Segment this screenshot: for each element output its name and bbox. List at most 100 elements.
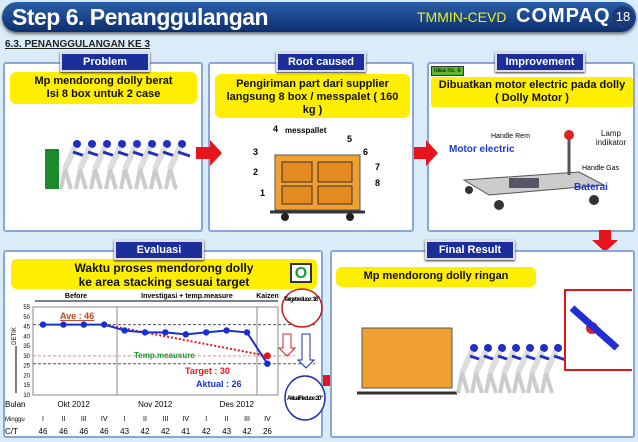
y-tick-label: 25	[23, 364, 30, 370]
root-line1: Pengiriman part dari supplier	[236, 78, 389, 90]
box-number: 4	[273, 124, 278, 134]
problem-panel: Mp mendorong dolly berat Isi 8 box untuk …	[3, 62, 203, 232]
final-result-text: Mp mendorong dolly ringan	[336, 267, 536, 287]
week-label: II	[143, 416, 147, 423]
box-number: 8	[375, 178, 380, 188]
week-label: IV	[101, 416, 108, 423]
problem-line1: Mp mendorong dolly berat	[34, 75, 173, 87]
ct-data-point	[182, 331, 189, 338]
y-tick-label: 35	[23, 344, 30, 350]
week-label: I	[42, 416, 44, 423]
improvement-text: Dibuatkan motor electric pada dolly( Dol…	[431, 77, 633, 107]
worker-figure	[164, 140, 191, 190]
week-label: IV	[182, 416, 189, 423]
week-label: II	[61, 416, 65, 423]
org-label: TMMIN-CEVD	[417, 9, 507, 25]
box-number: 7	[375, 162, 380, 172]
ct-value-label: 26	[263, 427, 272, 436]
judgement-badge: O	[290, 263, 312, 283]
ct-value-label: 42	[202, 427, 211, 436]
ct-data-point	[60, 321, 67, 328]
y-axis-label: DETIK	[12, 327, 18, 345]
root-cause-tag: Root caused	[276, 52, 366, 72]
worker-figure	[540, 344, 567, 394]
problem-text: Mp mendorong dolly berat Isi 8 box untuk …	[10, 72, 197, 104]
final-result-tag: Final Result	[425, 240, 515, 260]
worker-figure	[104, 140, 131, 190]
reduce-arrow-icon	[296, 333, 316, 369]
week-label: III	[162, 416, 168, 423]
messpallet-label: messpallet	[285, 126, 327, 135]
problem-tag: Problem	[60, 52, 150, 72]
root-line3: kg )	[302, 104, 323, 116]
target-reduce-callout	[281, 288, 323, 328]
evaluasi-line2: ke area stacking sesuai target	[78, 275, 250, 289]
improvement-panel: Idea no. 6 Dibuatkan motor electric pada…	[427, 62, 635, 232]
aktual-reduce-callout	[284, 375, 326, 421]
week-label: I	[205, 416, 207, 423]
evaluasi-tag: Evaluasi	[114, 240, 204, 260]
box-number: 2	[253, 167, 258, 177]
y-tick-label: 50	[23, 315, 30, 321]
row-label: C/T	[5, 427, 18, 436]
root-cause-panel: Pengiriman part dari supplier langsung 8 …	[208, 62, 414, 232]
motor-label: Motor electric	[449, 144, 515, 155]
evaluasi-line1: Waktu proses mendorong dolly	[74, 261, 254, 275]
ct-value-label: 46	[79, 427, 88, 436]
plot-area	[32, 306, 279, 396]
problem-line2: Isi 8 box untuk 2 case	[46, 88, 161, 100]
worker-figure	[470, 344, 497, 394]
ct-data-point	[141, 329, 149, 336]
reduce-arrow-icon	[277, 333, 297, 357]
target-point	[263, 352, 271, 360]
month-label: Nov 2012	[138, 400, 173, 409]
dolly-motor-image: Handle Rem Motor electric Handle Gas Bat…	[449, 130, 619, 210]
idea-badge: Idea no. 6	[431, 66, 464, 76]
ct-value-label: 42	[243, 427, 252, 436]
week-label: III	[244, 416, 250, 423]
phase-label: Before	[65, 293, 87, 300]
root-cause-text: Pengiriman part dari supplier langsung 8 …	[215, 74, 410, 118]
ct-data-point	[203, 329, 210, 336]
handle-rem-label: Handle Rem	[491, 133, 530, 140]
workers-light-dolly-image	[357, 289, 632, 395]
y-tick-label: 40	[23, 334, 30, 340]
ct-data-point	[80, 321, 88, 328]
dolly-shape	[45, 149, 59, 189]
ct-value-label: 46	[39, 427, 48, 436]
worker-figure	[89, 140, 116, 190]
target-label: Target : 30	[185, 366, 230, 376]
ct-data-point	[264, 360, 271, 367]
y-tick-label: 55	[23, 305, 30, 311]
ct-value-label: 42	[161, 427, 170, 436]
ct-value-label: 46	[100, 427, 109, 436]
ct-value-label: 46	[59, 427, 68, 436]
workers-pushing-image	[45, 140, 191, 190]
worker-figure	[134, 140, 161, 190]
handle-gas-label: Handle Gas	[582, 165, 619, 172]
week-label: IV	[264, 416, 271, 423]
aktual-label: Aktual : 26	[196, 379, 242, 389]
box-number: 6	[363, 147, 368, 157]
improvement-tag: Improvement	[495, 52, 585, 72]
compaq-logo: COMPAQ	[516, 5, 611, 27]
y-tick-label: 20	[23, 373, 30, 379]
worker-figure	[498, 344, 525, 394]
target-reduce-label: Target reduce : 16"	[284, 297, 320, 303]
worker-figure	[456, 344, 483, 394]
evaluasi-chart: 10 15 20 25 30 35 40 45 50 55 DETIK Before Investiga…	[5, 288, 326, 436]
improvement-line2: ( Dolly Motor )	[495, 92, 569, 104]
week-label: I	[124, 416, 126, 423]
worker-figure	[526, 344, 553, 394]
arrow-down-icon	[592, 230, 618, 252]
box-number: 3	[253, 147, 258, 157]
ct-data-point	[39, 321, 47, 328]
y-tick-label: 10	[23, 393, 30, 399]
ct-data-point	[121, 327, 128, 334]
y-tick-label: 45	[23, 325, 30, 331]
temp-measure-label: Temp.meausure	[134, 351, 195, 360]
ct-value-label: 43	[222, 427, 231, 436]
month-label: Okt 2012	[57, 400, 90, 409]
row-label: Minggu	[5, 417, 25, 423]
ave-label: Ave : 46	[60, 311, 94, 321]
